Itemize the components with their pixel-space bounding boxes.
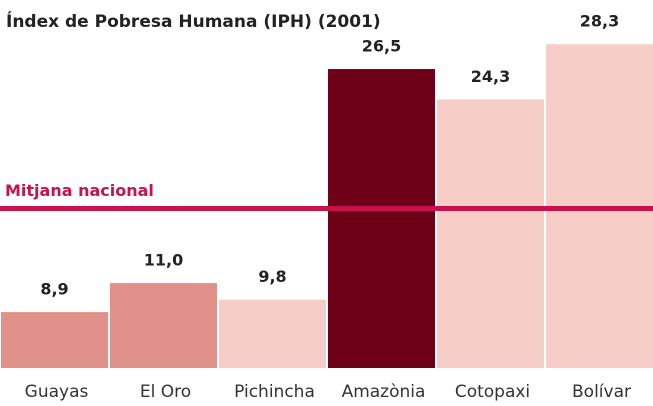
bar [328, 69, 435, 368]
value-label: 8,9 [40, 280, 68, 299]
x-tick-label: Amazònia [342, 382, 426, 402]
x-tick-label: Cotopaxi [455, 382, 530, 402]
x-tick-label: El Oro [140, 382, 191, 402]
x-tick-label: Bolívar [572, 382, 631, 402]
bar [1, 312, 108, 368]
reference-label: Mitjana nacional [5, 181, 154, 200]
value-label: 24,3 [471, 67, 510, 86]
bar [219, 299, 326, 368]
value-label: 11,0 [144, 251, 183, 270]
value-label: 9,8 [258, 267, 286, 286]
bar [437, 99, 544, 368]
chart-title: Índex de Pobresa Humana (IPH) (2001) [6, 10, 381, 32]
value-label: 26,5 [362, 37, 401, 56]
value-label: 28,3 [580, 12, 619, 31]
x-tick-label: Pichincha [234, 382, 315, 402]
x-tick-label: Guayas [25, 382, 89, 402]
bar [110, 283, 217, 368]
